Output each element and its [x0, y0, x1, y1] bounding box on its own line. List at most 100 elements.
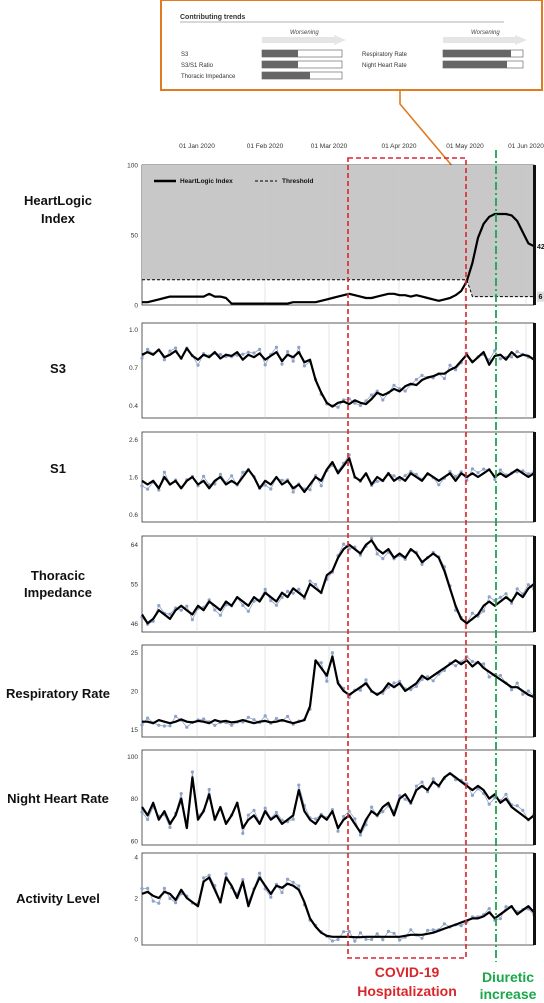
trend-bar-fill [443, 50, 511, 57]
raw-data-point [174, 346, 178, 350]
raw-data-point [207, 598, 211, 602]
raw-data-point [291, 359, 295, 363]
raw-data-point [263, 483, 267, 487]
raw-data-point [162, 724, 166, 728]
raw-data-point [482, 609, 486, 613]
raw-data-point [398, 938, 402, 942]
y-tick-label: 20 [131, 689, 139, 696]
panel-thoracic-impedance: 64 55 46 Thoracic Impedance [24, 535, 536, 633]
raw-data-point [213, 608, 217, 612]
threshold-line [142, 279, 534, 298]
raw-data-point [515, 681, 519, 685]
inset-frame [160, 0, 543, 91]
raw-data-point [510, 601, 514, 605]
raw-data-point [515, 350, 519, 354]
raw-data-point [252, 718, 256, 722]
panel-end-bar [533, 432, 536, 522]
raw-data-point [454, 368, 458, 372]
raw-data-point [162, 886, 166, 890]
raw-data-point [370, 805, 374, 809]
raw-data-point [342, 930, 346, 934]
raw-data-point [174, 901, 178, 905]
raw-data-point [420, 373, 424, 377]
trend-line [141, 457, 535, 494]
raw-data-point [420, 780, 424, 784]
raw-data-point [302, 364, 306, 368]
raw-data-point [263, 587, 267, 592]
raw-data-point [510, 688, 514, 692]
raw-data-point [381, 810, 385, 814]
y-tick-label: 50 [131, 233, 139, 240]
raw-data-point [246, 609, 250, 613]
raw-data-point [213, 723, 217, 728]
worsening-label-right: Worsening [471, 30, 500, 36]
raw-data-point [196, 363, 200, 367]
raw-data-point [274, 716, 278, 721]
raw-data-point [241, 603, 245, 608]
trend-line [142, 655, 535, 725]
raw-data-point [487, 675, 491, 679]
raw-data-point [274, 603, 278, 607]
raw-data-point [263, 363, 267, 367]
x-axis-ticks: 01 Jan 2020 01 Feb 2020 01 Mar 2020 01 Apr … [179, 143, 544, 150]
raw-data-point [140, 484, 144, 488]
raw-data-point [252, 599, 256, 603]
raw-data-point [224, 872, 228, 876]
contributing-trends-inset: Contributing trends Worsening Worsening … [160, 0, 543, 219]
raw-data-point [330, 651, 334, 655]
worsening-label-left: Worsening [290, 30, 319, 36]
trend-label: Night Heart Rate [362, 63, 407, 69]
raw-data-point [291, 490, 295, 494]
x-tick-label: 01 Jan 2020 [179, 143, 215, 150]
raw-data-point [269, 895, 273, 899]
raw-data-point [448, 363, 452, 367]
raw-data-point [358, 833, 362, 837]
raw-data-point [241, 831, 245, 836]
y-tick-label: 100 [127, 754, 138, 761]
trend-bar-fill [262, 72, 310, 79]
panel-heartlogic-index: 100 50 0 HeartLogic Index HeartLogic Index Thr… [24, 163, 544, 310]
raw-data-point [263, 714, 267, 718]
chart-panels: 100 50 0 HeartLogic Index HeartLogic Index Thr… [6, 163, 544, 946]
panel-end-bar [533, 536, 536, 632]
raw-data-point [398, 679, 402, 683]
raw-data-point [470, 659, 474, 664]
raw-data-point [487, 907, 491, 911]
panel-label: HeartLogic [24, 193, 92, 208]
raw-data-point [297, 587, 301, 591]
raw-data-point [157, 723, 161, 727]
diuretic-label-line2: increase [480, 986, 537, 1002]
raw-data-point [386, 929, 390, 934]
raw-data-point [375, 552, 379, 556]
raw-data-point [431, 777, 435, 781]
worsening-arrow-left [262, 35, 346, 45]
threshold-end-value: 6 [539, 294, 543, 301]
y-tick-label: 0.6 [129, 512, 138, 519]
trend-label: S3/S1 Ratio [181, 63, 214, 69]
raw-data-point [392, 931, 396, 935]
trend-line [141, 772, 535, 834]
raw-data-point [521, 692, 525, 696]
raw-data-point [146, 347, 150, 351]
raw-data-point [140, 887, 144, 891]
raw-data-point [190, 770, 194, 774]
panel-label: Activity Level [16, 891, 100, 906]
raw-data-point [358, 403, 362, 408]
raw-data-point [280, 595, 284, 600]
raw-data-point [319, 484, 323, 488]
panel-frame [141, 535, 535, 633]
trend-line [141, 347, 535, 408]
worsening-arrow-right [443, 35, 527, 45]
raw-data-point [218, 613, 222, 617]
raw-data-point [218, 472, 222, 476]
raw-data-point [370, 937, 374, 942]
raw-data-point [280, 362, 284, 366]
raw-data-point [347, 929, 351, 934]
raw-data-point [151, 899, 155, 903]
raw-data-point [168, 349, 172, 353]
panel-end-bar [533, 323, 536, 418]
raw-data-point [207, 787, 211, 792]
raw-data-point [308, 579, 312, 583]
raw-data-point [431, 928, 435, 932]
y-tick-label: 2 [134, 895, 138, 902]
